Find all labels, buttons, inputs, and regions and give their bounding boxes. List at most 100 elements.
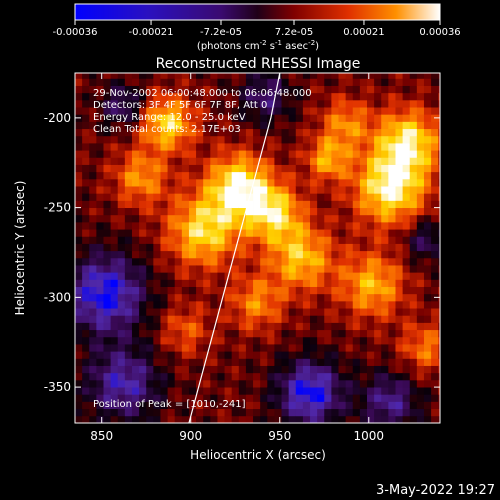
heatmap-cell (160, 121, 168, 130)
heatmap-cell (388, 78, 396, 86)
heatmap-cell (409, 128, 418, 137)
heatmap-cell (153, 300, 161, 309)
heatmap-cell (253, 135, 261, 144)
heatmap-cell (103, 408, 112, 417)
heatmap-cell (89, 272, 97, 280)
heatmap-cell (188, 379, 197, 388)
heatmap-cell (310, 358, 318, 366)
heatmap-cell (352, 171, 361, 180)
heatmap-cell (338, 293, 347, 302)
heatmap-cell (82, 394, 90, 402)
heatmap-cell (331, 272, 339, 280)
heatmap-cell (345, 236, 354, 244)
heatmap-cell (124, 379, 133, 388)
heatmap-cell (381, 415, 389, 423)
heatmap-cell (210, 207, 218, 216)
heatmap-cell (203, 315, 211, 323)
heatmap-cell (381, 265, 389, 273)
heatmap-cell (89, 229, 97, 237)
heatmap-cell (295, 372, 304, 381)
heatmap-cell (431, 243, 439, 252)
heatmap-cell (395, 293, 404, 302)
heatmap-cell (281, 286, 290, 295)
heatmap-cell (438, 85, 440, 94)
heatmap-cell (231, 135, 240, 144)
heatmap-cell (203, 114, 211, 122)
heatmap-cell (288, 286, 297, 295)
heatmap-cell (146, 78, 154, 86)
heatmap-cell (423, 85, 432, 94)
heatmap-cell (245, 308, 254, 316)
heatmap-cell (96, 379, 104, 388)
heatmap-cell (331, 143, 339, 151)
heatmap-cell (260, 114, 268, 122)
heatmap-cell (367, 200, 375, 209)
heatmap-cell (274, 121, 282, 130)
heatmap-cell (324, 214, 332, 223)
heatmap-cell (317, 394, 325, 402)
heatmap-cell (409, 257, 418, 266)
heatmap-cell (174, 214, 183, 223)
heatmap-cell (139, 243, 147, 252)
heatmap-cell (96, 372, 104, 381)
heatmap-cell (395, 372, 404, 381)
heatmap-cell (167, 308, 176, 316)
heatmap-cell (416, 265, 425, 273)
heatmap-cell (188, 372, 197, 381)
annotation-detectors: Detectors: 3F 4F 5F 6F 7F 8F, Att 0 (93, 100, 267, 111)
heatmap-cell (103, 265, 112, 273)
heatmap-cell (117, 286, 126, 295)
heatmap-cell (288, 128, 297, 137)
heatmap-cell (174, 300, 183, 309)
heatmap-cell (431, 150, 439, 158)
heatmap-cell (359, 293, 368, 302)
heatmap-cell (210, 279, 218, 287)
heatmap-cell (310, 78, 318, 86)
heatmap-cell (231, 257, 240, 266)
heatmap-cell (295, 164, 304, 173)
heatmap-cell (210, 308, 218, 316)
heatmap-cell (310, 73, 318, 79)
heatmap-cell (167, 315, 176, 323)
heatmap-cell (395, 408, 404, 417)
heatmap-cell (117, 214, 126, 223)
heatmap-cell (267, 387, 275, 395)
heatmap-cell (295, 128, 304, 137)
heatmap-cell (395, 243, 404, 252)
heatmap-cell (302, 107, 311, 115)
heatmap-cell (224, 135, 233, 144)
heatmap-cell (288, 300, 297, 309)
heatmap-cell (416, 78, 425, 86)
heatmap-cell (153, 408, 161, 417)
heatmap-cell (281, 293, 290, 302)
heatmap-cell (224, 351, 233, 359)
heatmap-cell (238, 157, 247, 165)
heatmap-cell (281, 351, 290, 359)
heatmap-cell (238, 128, 247, 137)
x-axis-ticks: 850 900 950 1000 (90, 73, 384, 443)
heatmap-cell (160, 293, 168, 302)
heatmap-cell (231, 265, 240, 273)
heatmap-cell (253, 107, 261, 115)
heatmap-cell (274, 150, 282, 158)
heatmap-cell (267, 157, 275, 165)
heatmap-cell (253, 394, 261, 402)
heatmap-cell (238, 135, 247, 144)
heatmap-cell (423, 207, 432, 216)
heatmap-cell (139, 114, 147, 122)
heatmap-cell (238, 308, 247, 316)
heatmap-cell (224, 387, 233, 395)
heatmap-cell (103, 322, 112, 331)
heatmap-cell (117, 150, 126, 158)
heatmap-cell (231, 99, 240, 108)
heatmap-cell (438, 92, 440, 101)
heatmap-cell (310, 107, 318, 115)
heatmap-cell (245, 372, 254, 381)
heatmap-cell (331, 394, 339, 402)
heatmap-cell (224, 236, 233, 244)
heatmap-cell (96, 272, 104, 280)
heatmap-cell (267, 243, 275, 252)
heatmap-cell (146, 322, 154, 331)
heatmap-cell (295, 344, 304, 352)
heatmap-cell (388, 394, 396, 402)
